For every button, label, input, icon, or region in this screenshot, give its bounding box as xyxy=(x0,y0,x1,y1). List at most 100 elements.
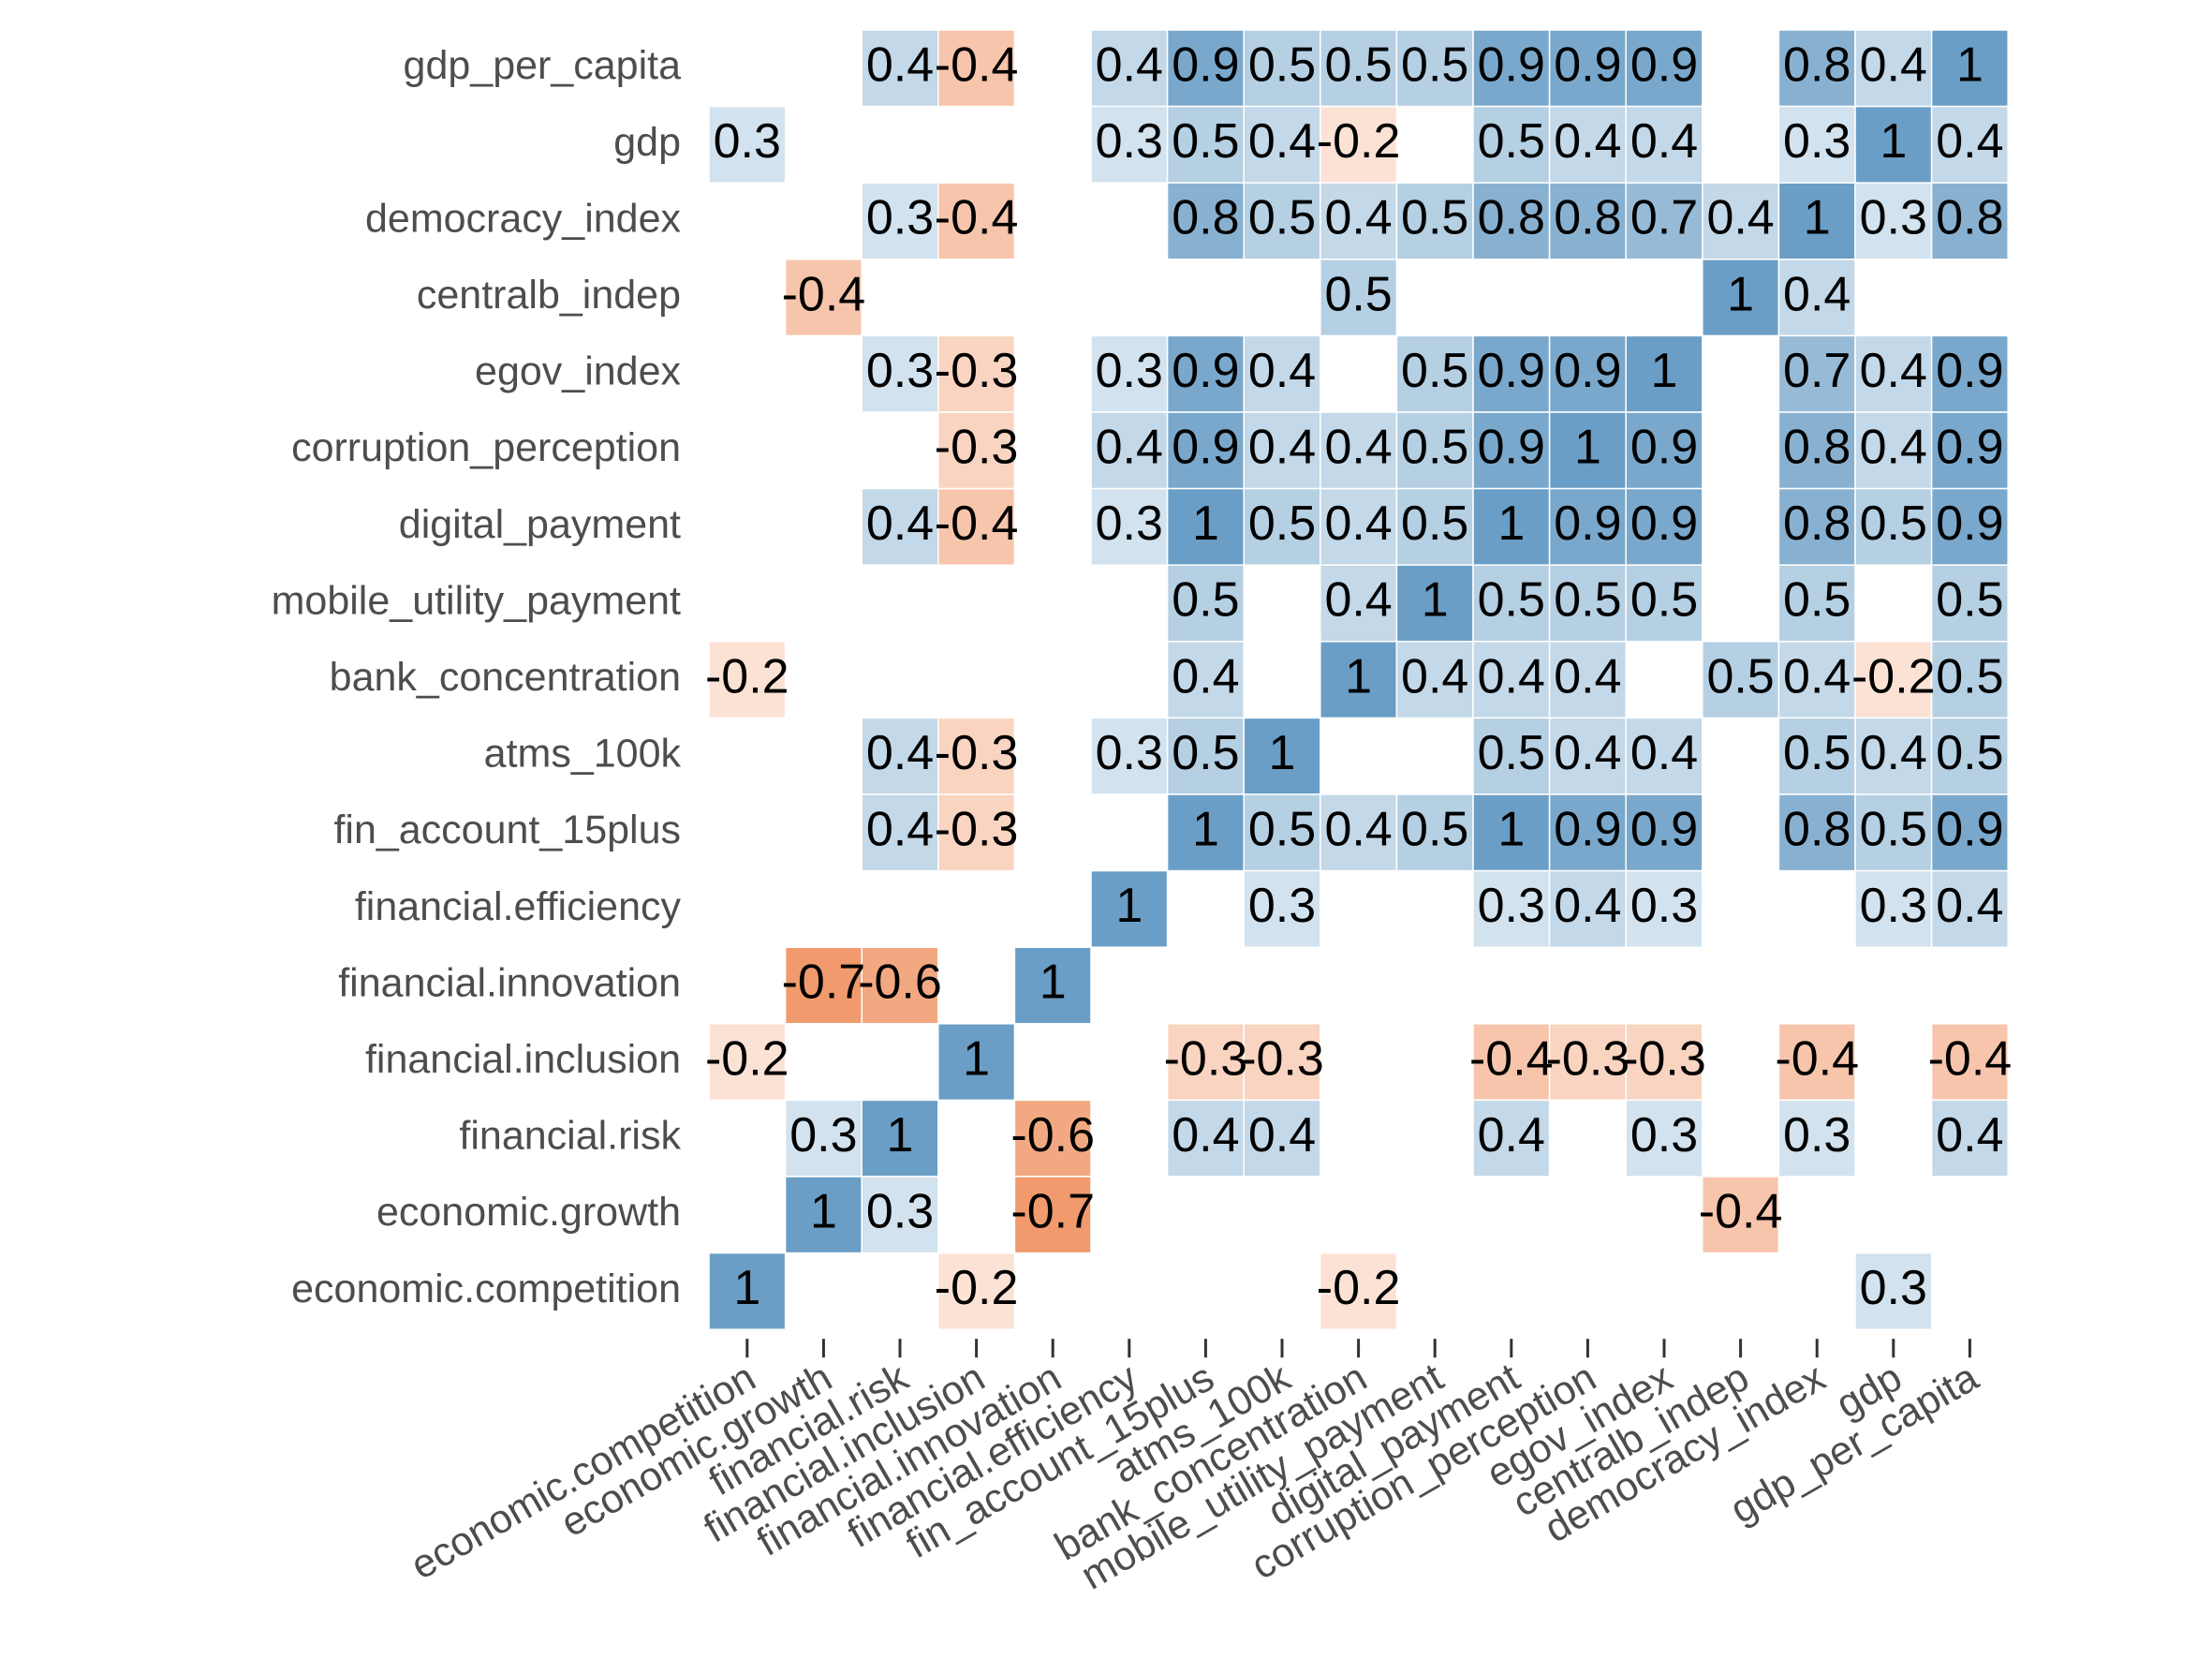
cell-label: -0.4 xyxy=(1469,1031,1554,1086)
cell xyxy=(937,334,1016,413)
cell xyxy=(1166,793,1245,872)
cell-label: 0.4 xyxy=(866,726,934,780)
cell xyxy=(1930,105,2009,184)
cell-label: -0.4 xyxy=(1928,1031,2013,1086)
cell xyxy=(1777,29,1856,108)
cell-label: 0.3 xyxy=(1630,879,1698,933)
cell xyxy=(1472,1023,1551,1102)
cell-label: 0.5 xyxy=(1554,573,1621,628)
cell-label: 0.3 xyxy=(1248,879,1316,933)
cell-label: 1 xyxy=(963,1031,990,1086)
cell-label: 0.5 xyxy=(1248,803,1316,857)
y-tick-label: digital_payment xyxy=(399,502,681,547)
cell-label: 1 xyxy=(1880,114,1907,169)
cell xyxy=(1013,946,1092,1025)
cell xyxy=(937,717,1016,795)
cell-label: 0.5 xyxy=(1860,803,1927,857)
cell-label: 0.4 xyxy=(1096,421,1163,475)
cell-label: 0.5 xyxy=(1630,573,1698,628)
cell-label: 0.4 xyxy=(1324,496,1392,551)
cell-label: 0.5 xyxy=(1401,191,1468,245)
cell-label: 0.8 xyxy=(1478,191,1545,245)
cell-label: -0.6 xyxy=(1010,1108,1095,1163)
cell xyxy=(1930,1023,2009,1102)
cell-label: 0.3 xyxy=(1630,1108,1698,1163)
cell-label: -0.2 xyxy=(1317,114,1401,169)
cell-label: 0.4 xyxy=(1248,1108,1316,1163)
cell xyxy=(1625,564,1703,643)
cell xyxy=(1243,182,1321,260)
cell-label: 0.4 xyxy=(1401,649,1468,704)
y-tick-label: financial.inclusion xyxy=(365,1037,681,1082)
cell xyxy=(1243,717,1321,795)
cell xyxy=(708,1252,787,1330)
cell-label: 0.8 xyxy=(1172,191,1239,245)
cell-label: 0.4 xyxy=(1324,421,1392,475)
cell xyxy=(1395,564,1474,643)
cell-label: 0.9 xyxy=(1630,38,1698,93)
cell xyxy=(1166,641,1245,719)
cell-label: 0.4 xyxy=(1172,1108,1239,1163)
cell-label: 0.3 xyxy=(1096,496,1163,551)
cell-label: 0.4 xyxy=(1324,803,1392,857)
cell-label: 1 xyxy=(1497,496,1525,551)
cell-label: 0.4 xyxy=(1248,421,1316,475)
cell xyxy=(1777,793,1856,872)
cell-label: 0.4 xyxy=(866,496,934,551)
cell-label: 0.4 xyxy=(1554,879,1621,933)
y-tick-label: mobile_utility_payment xyxy=(272,578,681,623)
cell-label: -0.3 xyxy=(1164,1031,1248,1086)
y-tick-label: gdp xyxy=(613,120,681,165)
cell-label: 0.8 xyxy=(1936,191,2003,245)
cell xyxy=(1090,717,1169,795)
cell xyxy=(937,1252,1016,1330)
cell xyxy=(1930,564,2009,643)
cell-label: 1 xyxy=(1497,803,1525,857)
cell xyxy=(1090,869,1169,948)
cell-label: 0.5 xyxy=(1936,726,2003,780)
cell xyxy=(1548,1023,1627,1102)
cell xyxy=(1854,717,1933,795)
cell-label: 0.3 xyxy=(1478,879,1545,933)
cell xyxy=(1854,182,1933,260)
cell-label: 0.4 xyxy=(1630,726,1698,780)
cell-label: 0.9 xyxy=(1630,803,1698,857)
y-tick-label: economic.competition xyxy=(291,1266,681,1311)
cell-label: 0.9 xyxy=(1936,496,2003,551)
cell xyxy=(861,29,939,108)
cell xyxy=(861,1176,939,1254)
cell xyxy=(1702,259,1780,337)
cell xyxy=(937,793,1016,872)
cell-label: 1 xyxy=(1192,496,1219,551)
y-tick-label: egov_index xyxy=(475,349,681,394)
cell-label: 0.4 xyxy=(1554,114,1621,169)
cell xyxy=(1702,641,1780,719)
cell-label: 1 xyxy=(1040,955,1067,1010)
cell xyxy=(1625,182,1703,260)
cell-label: -0.4 xyxy=(782,267,866,321)
cell xyxy=(1930,869,2009,948)
cell-label: -0.3 xyxy=(1240,1031,1324,1086)
cell xyxy=(1243,793,1321,872)
y-tick-label: financial.risk xyxy=(459,1114,681,1159)
cell xyxy=(1166,717,1245,795)
cell-label: 0.9 xyxy=(1172,421,1239,475)
cell xyxy=(1548,869,1627,948)
cell-label: 0.9 xyxy=(1630,496,1698,551)
cell-label: 0.3 xyxy=(714,114,781,169)
cell-label: 0.5 xyxy=(1706,649,1774,704)
cell xyxy=(1930,641,2009,719)
cell-label: 0.5 xyxy=(1478,114,1545,169)
cell-label: 0.5 xyxy=(1936,573,2003,628)
cell-label: 1 xyxy=(1345,649,1372,704)
cell xyxy=(861,487,939,566)
cell xyxy=(1090,105,1169,184)
cell xyxy=(1472,869,1551,948)
cell xyxy=(1243,411,1321,490)
cell-label: -0.2 xyxy=(1317,1261,1401,1315)
cell-label: 0.5 xyxy=(1324,267,1392,321)
cell xyxy=(1625,717,1703,795)
cell xyxy=(1930,334,2009,413)
cell-label: 0.8 xyxy=(1783,421,1851,475)
